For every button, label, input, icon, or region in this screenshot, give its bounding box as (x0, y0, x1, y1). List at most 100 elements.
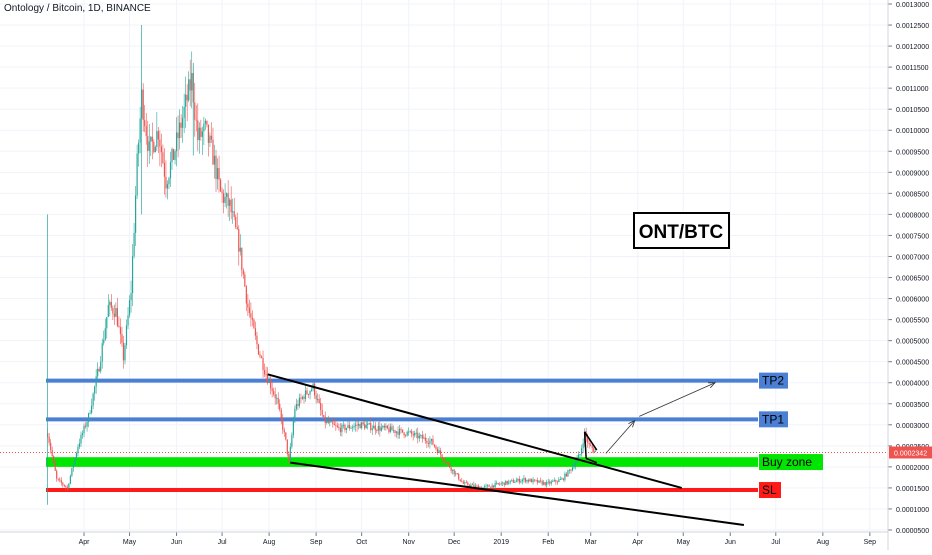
candle-body (391, 426, 393, 431)
candle-body (266, 375, 269, 383)
candle-body (172, 148, 175, 160)
x-tick-label: Nov (402, 539, 415, 546)
candle-body (271, 388, 273, 392)
candle-body (555, 480, 557, 482)
candle-body (71, 467, 73, 476)
candle-body (412, 434, 414, 436)
candle-body (562, 478, 564, 480)
y-tick-label: 0.0001500 (896, 486, 929, 493)
symbol-box-label: ONT/BTC (639, 222, 724, 243)
candle-body (491, 485, 493, 488)
candle-body (576, 458, 578, 463)
candle-body (259, 354, 261, 357)
candle-body (432, 438, 434, 445)
candle-body (438, 450, 440, 454)
candle-body (109, 301, 111, 305)
candle-body (250, 313, 252, 319)
candle-body (523, 478, 525, 480)
y-tick-label: 0.0004000 (896, 381, 929, 388)
candle-body (529, 479, 531, 482)
candle-body (409, 431, 411, 433)
candle-body (245, 286, 247, 304)
y-tick-label: 0.0012000 (896, 44, 929, 51)
candle-body (433, 444, 436, 447)
candle-body (347, 425, 349, 429)
candle-body (565, 473, 568, 477)
candle-body (588, 442, 590, 445)
candle-body (122, 342, 125, 361)
candle-body (335, 425, 337, 426)
candle-body (97, 368, 99, 377)
candle-body (84, 425, 87, 427)
candle-body (473, 484, 475, 487)
candle-body (87, 413, 90, 422)
candle-body (452, 469, 454, 471)
candle-body (461, 481, 463, 482)
candle-body (65, 486, 67, 487)
candle-body (236, 227, 238, 230)
candle-body (139, 118, 141, 143)
candle-body (368, 422, 370, 424)
candle-body (128, 300, 131, 316)
candle-body (326, 420, 328, 423)
x-tick-label: Jul (771, 539, 780, 546)
candle-body (429, 440, 431, 444)
candle-body (453, 469, 455, 475)
candle-body (288, 453, 290, 462)
candle-body (508, 481, 510, 484)
candle-body (500, 483, 502, 485)
candle-body (564, 473, 566, 480)
x-tick-label: Aug (817, 539, 830, 546)
candle-body (159, 139, 161, 147)
candle-body (415, 432, 417, 434)
candle-body (136, 153, 138, 196)
candle-body (547, 481, 549, 483)
candle-body (471, 484, 473, 486)
candle-body (197, 120, 199, 141)
candle-body (577, 454, 580, 459)
candle-body (142, 89, 144, 121)
candle-body (388, 428, 390, 433)
current-price-label: 0.0002342 (894, 450, 927, 457)
candle-body (464, 482, 466, 484)
candle-body (268, 380, 270, 383)
candle-body (506, 480, 508, 484)
candle-body (185, 94, 187, 107)
y-tick-label: 0.0007500 (896, 233, 929, 240)
candle-body (587, 437, 589, 443)
candle-body (455, 473, 457, 475)
y-tick-label: 0.0002000 (896, 465, 929, 472)
candle-body (468, 485, 470, 487)
candle-body (362, 422, 364, 425)
candle-body (204, 120, 206, 124)
candle-body (350, 427, 352, 429)
candle-body (163, 162, 166, 177)
candle-body (420, 435, 422, 436)
candle-body (148, 141, 150, 151)
candle-body (189, 79, 191, 91)
candle-body (124, 345, 126, 361)
candle-body (253, 319, 255, 329)
y-tick-label: 0.0003500 (896, 402, 929, 409)
candle-body (106, 316, 108, 329)
y-tick-label: 0.0009500 (896, 149, 929, 156)
level-label-bg (759, 372, 788, 389)
candle-body (417, 432, 419, 439)
candle-body (400, 428, 402, 430)
candle-body (147, 136, 149, 151)
current-price-badge (889, 446, 932, 459)
candle-body (518, 478, 521, 483)
candle-body (574, 462, 577, 467)
candle-body (509, 480, 511, 482)
candle-body (470, 484, 472, 487)
y-tick-label: 0.0005500 (896, 318, 929, 325)
candle-body (488, 485, 490, 487)
candle-body (301, 396, 304, 399)
candle-body (392, 430, 395, 432)
candle-body (408, 431, 410, 433)
candle-body (131, 256, 134, 294)
candle-body (321, 409, 323, 416)
candle-body (447, 462, 449, 464)
candle-body (257, 344, 260, 355)
flag-line (583, 431, 587, 459)
